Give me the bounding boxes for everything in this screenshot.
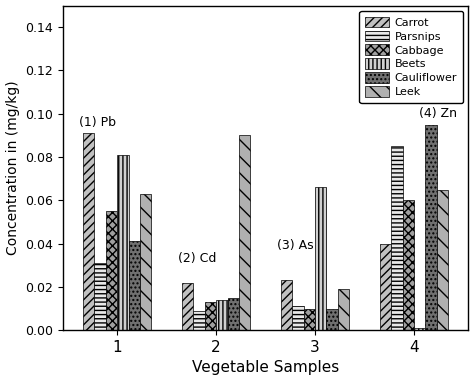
Bar (292, 306, 304, 330)
Text: (3) As: (3) As (276, 239, 313, 252)
Text: (4) Zn: (4) Zn (419, 107, 457, 120)
Text: (2) Cd: (2) Cd (178, 252, 216, 265)
Bar (425, 125, 437, 330)
Bar (228, 298, 239, 330)
Bar (117, 155, 128, 330)
Bar (205, 302, 216, 330)
Bar (106, 211, 117, 330)
Legend: Carrot, Parsnips, Cabbage, Beets, Cauliflower, Leek: Carrot, Parsnips, Cabbage, Beets, Caulif… (359, 11, 463, 103)
Bar (327, 309, 338, 330)
Bar (414, 328, 425, 330)
Y-axis label: Concentration in (mg/kg): Concentration in (mg/kg) (6, 80, 19, 255)
Bar (216, 300, 228, 330)
Bar (391, 146, 402, 330)
Bar (193, 311, 205, 330)
Bar (281, 280, 292, 330)
Bar (304, 309, 315, 330)
Bar (140, 194, 151, 330)
Bar (182, 283, 193, 330)
Bar (380, 243, 391, 330)
X-axis label: Vegetable Samples: Vegetable Samples (192, 360, 339, 375)
Bar (83, 133, 94, 330)
Bar (437, 189, 448, 330)
Text: (1) Pb: (1) Pb (79, 116, 116, 129)
Bar (128, 242, 140, 330)
Bar (402, 200, 414, 330)
Bar (239, 135, 250, 330)
Bar (315, 187, 327, 330)
Bar (94, 263, 106, 330)
Bar (338, 289, 349, 330)
